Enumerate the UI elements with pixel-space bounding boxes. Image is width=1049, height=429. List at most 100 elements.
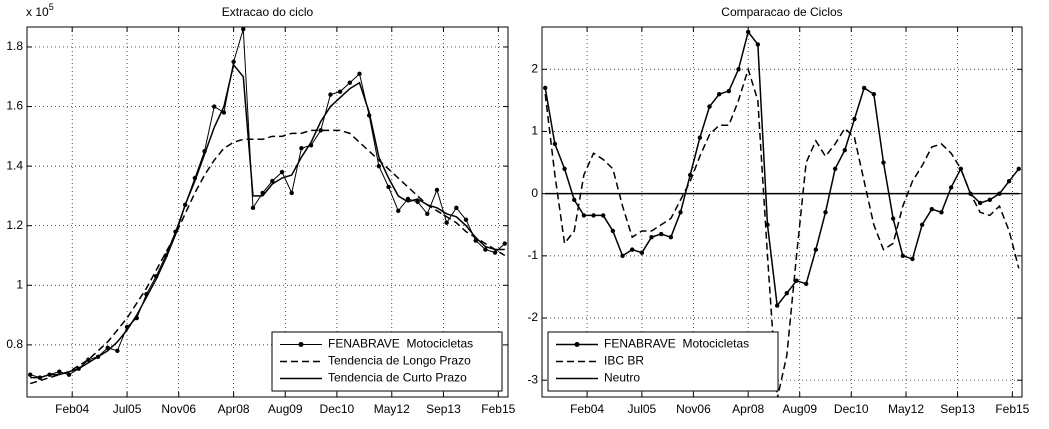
chart-title: Extracao do ciclo: [222, 5, 314, 19]
data-point: [784, 290, 790, 296]
data-point: [1016, 166, 1021, 171]
data-point: [454, 205, 459, 211]
data-point: [396, 208, 401, 214]
data-point: [987, 197, 992, 203]
y-tick-label: 1.8: [6, 39, 23, 53]
chart-title: Comparacao de Ciclos: [721, 5, 842, 19]
x-tick-label: Feb04: [570, 402, 604, 416]
y-tick-label: 1: [16, 277, 23, 291]
x-tick-label: Apr08: [218, 402, 250, 416]
x-tick-label: Sep13: [426, 402, 461, 416]
data-point: [279, 169, 285, 175]
data-point: [328, 92, 333, 97]
data-point: [745, 29, 751, 35]
data-point: [66, 372, 72, 377]
plot-data: [543, 29, 1021, 397]
data-point: [270, 178, 275, 184]
data-point: [630, 247, 635, 252]
data-point: [212, 104, 217, 109]
data-point: [250, 205, 256, 211]
data-point: [658, 231, 664, 237]
data-point: [871, 91, 877, 97]
legend-box: [271, 331, 503, 392]
data-point: [707, 104, 712, 109]
data-point: [639, 250, 645, 255]
x-tick-label: Dec10: [834, 402, 869, 416]
x-tick-label: Feb04: [55, 402, 89, 416]
legend: FENABRAVE Motocicletas IBC BR Neutro: [547, 331, 779, 392]
data-point: [977, 200, 983, 206]
data-point: [678, 210, 683, 215]
data-point: [483, 247, 488, 252]
data-point: [620, 253, 625, 259]
data-point: [726, 88, 732, 94]
data-point: [861, 85, 867, 91]
data-point: [318, 128, 323, 133]
data-point: [581, 213, 587, 218]
y-tick-label: 1: [531, 124, 538, 138]
y-scale-base: x 10: [26, 5, 49, 19]
x-tick-label: May12: [888, 402, 924, 416]
data-point: [299, 146, 304, 151]
x-tick-label: Nov06: [676, 402, 711, 416]
data-point: [929, 207, 934, 212]
y-tick-label: 0: [531, 186, 538, 200]
legend-marker: [574, 342, 580, 347]
data-point: [357, 71, 362, 76]
x-tick-label: Aug09: [782, 402, 817, 416]
x-tick-label: Sep13: [940, 402, 975, 416]
data-point: [919, 222, 925, 227]
data-point: [852, 116, 857, 122]
data-point: [444, 220, 449, 225]
y-tick-label: 0.8: [6, 337, 23, 351]
y-tick-label: -2: [527, 310, 538, 324]
plot-data: [28, 27, 507, 385]
axes-frame: [26, 26, 509, 398]
data-point: [425, 211, 430, 216]
x-tick-label: Dec10: [320, 402, 355, 416]
legend-label: IBC BR: [604, 354, 644, 368]
data-point: [502, 241, 507, 246]
data-point: [900, 253, 906, 259]
x-tick-label: Aug09: [268, 402, 303, 416]
data-point: [697, 135, 703, 140]
data-point: [405, 196, 411, 202]
x-tick-label: Feb15: [481, 402, 515, 416]
data-point: [337, 89, 343, 94]
data-point: [347, 80, 353, 85]
data-point: [231, 59, 236, 65]
data-point: [289, 190, 294, 196]
y-scale-exponent: 5: [49, 2, 54, 12]
data-point: [610, 228, 616, 234]
data-point: [221, 110, 227, 115]
data-point: [601, 213, 606, 218]
data-point: [832, 166, 838, 171]
data-point: [241, 27, 246, 32]
x-tick-label: Jul05: [628, 402, 657, 416]
data-point: [562, 166, 567, 171]
data-point: [1006, 179, 1012, 184]
data-point: [376, 163, 382, 169]
data-point: [948, 185, 954, 190]
y-tick-label: 2: [531, 61, 538, 75]
data-point: [803, 281, 809, 287]
axes: Extracao do ciclo 0.8 1 1.2 1.4 1.6 1.8 Feb04 Ju…: [6, 5, 515, 416]
data-point: [649, 234, 654, 240]
legend-label: Neutro: [604, 371, 640, 385]
data-point: [57, 369, 62, 374]
data-point: [736, 67, 741, 72]
data-point: [115, 348, 120, 354]
data-point: [415, 199, 420, 205]
x-tick-label: May12: [374, 402, 410, 416]
data-point: [552, 141, 558, 147]
data-point: [492, 250, 498, 255]
x-tick-label: Apr08: [732, 402, 764, 416]
series-line: [30, 129, 506, 385]
y-tick-label: 1.4: [6, 158, 23, 172]
series-line: [544, 66, 1020, 397]
data-point: [591, 213, 596, 218]
data-point: [463, 217, 469, 222]
data-point: [543, 85, 548, 91]
data-point: [881, 160, 886, 165]
x-tick-label: Nov06: [161, 402, 196, 416]
